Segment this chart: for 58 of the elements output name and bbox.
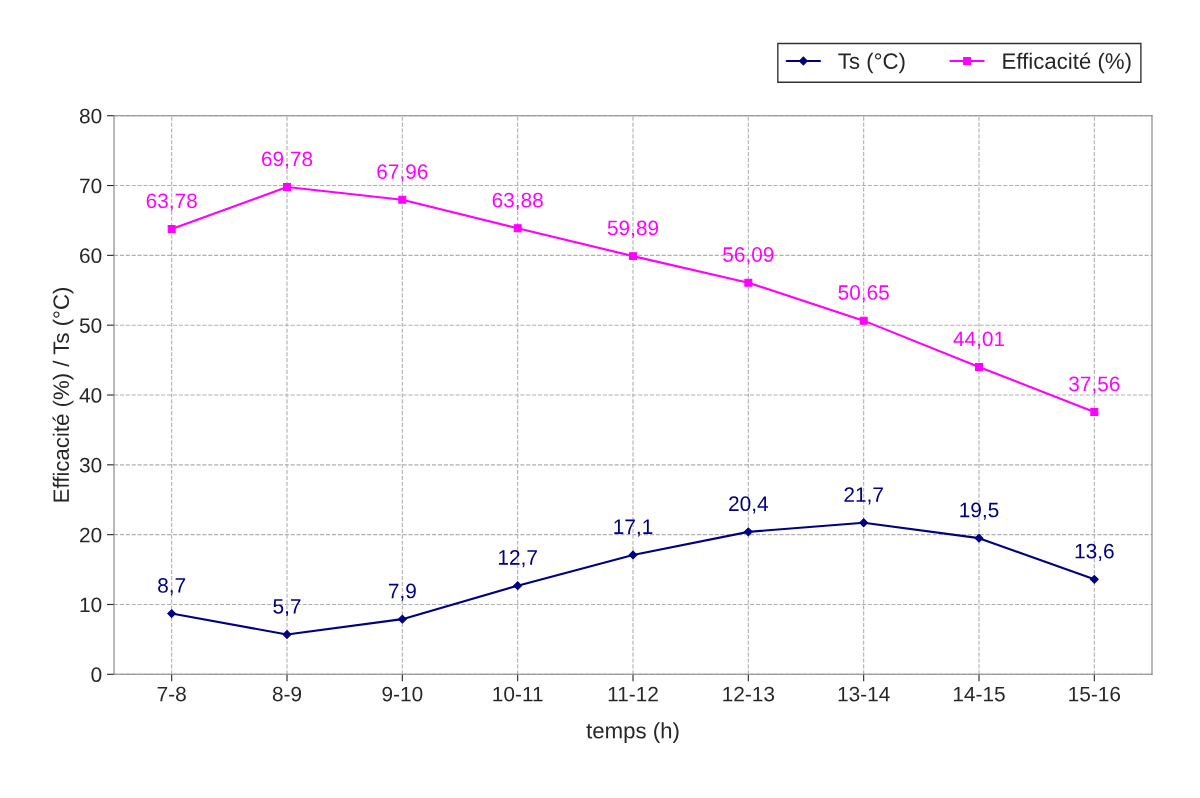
data-label: 8,7 (158, 578, 186, 596)
data-label: 59,89 (607, 220, 659, 238)
point (167, 609, 177, 619)
x-tick-label: 11-12 (608, 686, 658, 702)
point (629, 252, 637, 261)
y-tick-label: 30 (79, 457, 102, 473)
point (513, 224, 522, 233)
data-label: 17,1 (614, 519, 653, 537)
data-label: 67,96 (377, 164, 428, 182)
data-label: 13,6 (1075, 543, 1114, 562)
data-label: 37,56 (1069, 376, 1120, 394)
data-label: 56,09 (723, 247, 774, 265)
x-axis-title: temps (h) (586, 722, 679, 743)
x-tick-label: 7-8 (157, 686, 186, 702)
legend-label: Efficacité (%) (1003, 52, 1131, 74)
data-label: 7,9 (388, 583, 416, 601)
point (859, 316, 868, 325)
data-label: 5,7 (273, 599, 301, 617)
y-tick-label: 20 (80, 527, 102, 543)
y-tick-label: 10 (80, 597, 102, 613)
point (975, 363, 983, 371)
y-tick-label: 50 (79, 318, 102, 333)
data-label: 21,7 (844, 487, 883, 505)
data-label: 44,01 (953, 331, 1005, 349)
point (974, 533, 984, 543)
y-tick-label: 80 (79, 108, 102, 124)
x-tick-label: 10-11 (493, 686, 543, 702)
data-label: 12,7 (498, 550, 537, 568)
y-axis-title: Efficacité (%) / Ts (°C) (52, 288, 74, 502)
data-label: 63,78 (146, 193, 197, 211)
point (282, 630, 292, 639)
legend-label: Ts (°C) (838, 52, 905, 74)
x-tick-label: 15-16 (1069, 686, 1121, 702)
point (398, 195, 407, 204)
data-label: 69,78 (261, 151, 313, 169)
y-tick-label: 70 (80, 178, 102, 194)
point (167, 224, 176, 233)
point (859, 518, 869, 528)
point (1089, 574, 1099, 584)
data-label: 50,65 (838, 285, 889, 303)
data-label: 20,4 (729, 496, 768, 514)
x-tick-label: 9-10 (382, 686, 423, 702)
point (283, 183, 291, 192)
x-tick-label: 14-15 (953, 686, 1005, 702)
point (1090, 408, 1099, 417)
x-tick-label: 12-13 (723, 686, 775, 702)
y-tick-label: 60 (80, 248, 102, 264)
y-tick-label: 40 (79, 388, 102, 403)
data-label: 19,5 (960, 502, 999, 520)
point (628, 550, 638, 560)
point (743, 527, 753, 537)
point (744, 278, 753, 287)
point (397, 614, 407, 624)
x-tick-label: 13-14 (838, 686, 890, 702)
data-label: 63,88 (492, 192, 543, 210)
point (513, 581, 523, 591)
y-tick-label: 0 (91, 667, 102, 683)
x-tick-label: 8-9 (272, 686, 302, 702)
